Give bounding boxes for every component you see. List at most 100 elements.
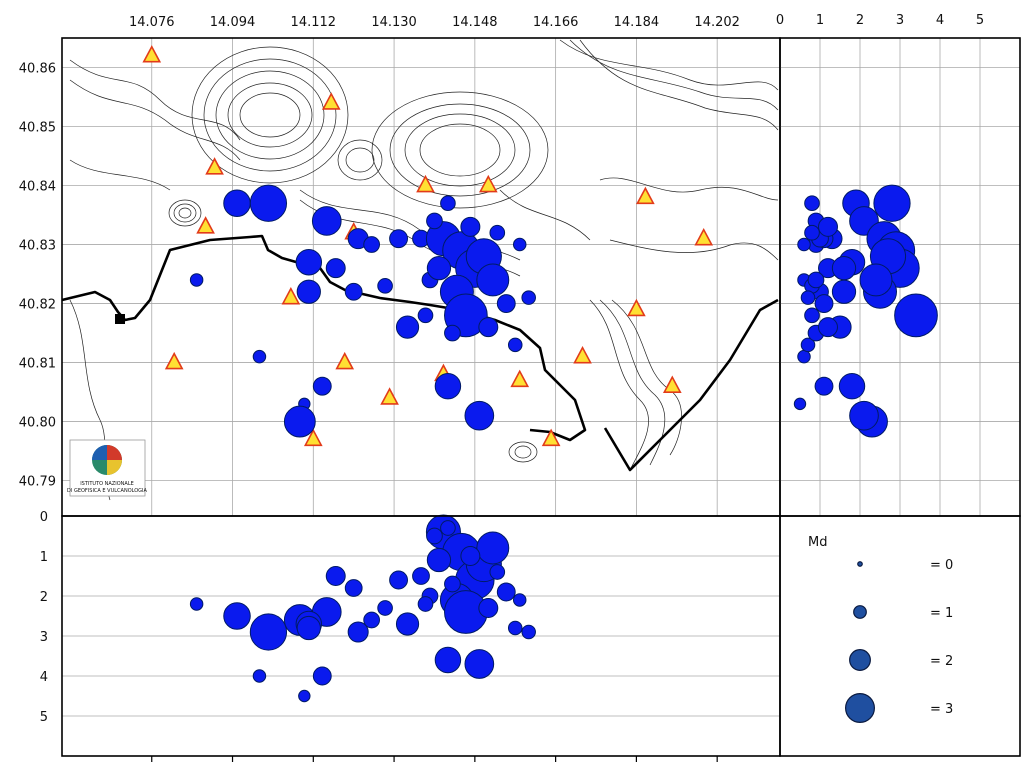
- hypocenter-depth-marker: [252, 669, 267, 683]
- latitude-tick-label: 40.86: [19, 62, 56, 77]
- epicenter-marker: [489, 224, 506, 241]
- epicenter-marker: [389, 229, 409, 249]
- hypocenter-depth-marker: [434, 646, 462, 674]
- hypocenter-depth-marker: [440, 520, 456, 536]
- epicenter-marker: [417, 307, 434, 324]
- hypocenter-depth-marker: [296, 615, 321, 641]
- magnitude-tick-label: 1: [816, 13, 824, 28]
- magnitude-legend: Md = 0 = 1 = 2 = 3: [779, 515, 1021, 757]
- epicenter-marker: [426, 256, 452, 281]
- magnitude-earthquakes: [793, 184, 938, 438]
- hypocenter-depth-marker: [363, 611, 380, 629]
- logo-text-line1: ISTITUTO NAZIONALE: [80, 481, 134, 487]
- longitude-tick-label: 14.112: [291, 15, 337, 30]
- legend-title: Md: [808, 535, 827, 550]
- depth-grid: [62, 555, 780, 717]
- magnitude-marker: [818, 216, 838, 237]
- magnitude-marker: [831, 279, 857, 304]
- magnitude-marker: [800, 337, 816, 353]
- hypocenter-depth-marker: [512, 593, 527, 607]
- depth-bottom-ticks: [151, 756, 718, 762]
- station-marker: [510, 369, 530, 388]
- station-marker: [478, 174, 498, 193]
- hypocenter-depth-marker: [249, 613, 288, 651]
- legend-frame: [779, 515, 1021, 757]
- magnitude-marker: [797, 237, 811, 252]
- depth-tick-label: 5: [40, 710, 48, 725]
- legend-item-label: = 3: [930, 702, 953, 717]
- legend-size-marker: [844, 692, 875, 723]
- hypocenter-depth-marker: [426, 527, 443, 545]
- hypocenter-depth-marker: [489, 564, 506, 580]
- map-earthquakes: [189, 184, 536, 438]
- station-marker: [694, 227, 714, 246]
- magnitude-marker: [793, 397, 807, 411]
- longitude-tick-label: 14.130: [371, 15, 417, 30]
- depth-tick-label: 3: [40, 630, 48, 645]
- depth-tick-label: 1: [40, 550, 48, 565]
- magnitude-marker: [849, 400, 879, 431]
- epicenter-marker: [295, 249, 323, 276]
- magnitude-tick-label: 2: [856, 13, 864, 28]
- depth-tick-label: 4: [40, 670, 48, 685]
- ingv-globe-logo-icon: [92, 445, 122, 475]
- magnitude-marker: [804, 195, 820, 212]
- station-marker: [142, 45, 162, 63]
- hypocenter-depth-marker: [377, 600, 393, 616]
- hypocenter-depth-marker: [312, 666, 332, 686]
- station-marker: [380, 387, 399, 405]
- ingv-logo: ISTITUTO NAZIONALE DI GEOFISICA E VULCAN…: [67, 439, 148, 497]
- station-marker: [636, 186, 655, 205]
- epicenter-marker: [249, 184, 288, 222]
- legend-size-marker: [857, 561, 863, 567]
- hypocenter-depth-marker: [298, 689, 311, 703]
- station-marker: [205, 157, 224, 175]
- latitude-tick-label: 40.79: [19, 475, 56, 490]
- depth-earthquakes: [189, 514, 536, 703]
- epicenter-marker: [363, 236, 380, 253]
- epicenter-marker: [189, 273, 204, 287]
- magnitude-marker: [800, 290, 816, 305]
- epicenter-marker: [434, 372, 462, 400]
- depth-tick-label: 2: [40, 590, 48, 605]
- epicenter-marker: [521, 290, 536, 305]
- epicenter-marker: [507, 337, 523, 353]
- hypocenter-depth-marker: [412, 567, 430, 585]
- hypocenter-depth-marker: [460, 546, 481, 566]
- latitude-tick-labels: 40.86 40.85 40.84 40.83 40.82 40.81 40.80 40.79: [19, 62, 56, 490]
- depth-section-panel: 0 1 2 3 4 5: [40, 510, 781, 762]
- map-background: [62, 38, 780, 516]
- longitude-tick-label: 14.184: [614, 15, 660, 30]
- epicenter-marker: [344, 282, 363, 301]
- longitude-tick-label: 14.076: [129, 15, 175, 30]
- magnitude-tick-label: 0: [776, 13, 784, 28]
- hypocenter-depth-marker: [507, 620, 523, 636]
- hypocenter-depth-marker: [464, 649, 495, 679]
- magnitude-marker: [814, 294, 834, 313]
- magnitude-tick-labels: 0 1 2 3 4 5: [776, 13, 984, 28]
- magnitude-marker: [831, 256, 857, 281]
- station-marker: [164, 351, 184, 370]
- station-marker: [321, 92, 341, 110]
- hypocenter-depth-marker: [389, 570, 409, 590]
- epicenter-marker: [283, 405, 316, 438]
- epicenter-marker: [395, 315, 420, 339]
- harbor-marker: [115, 314, 125, 324]
- longitude-tick-label: 14.202: [694, 15, 740, 30]
- station-marker: [573, 345, 592, 364]
- legend-size-marker: [849, 649, 871, 671]
- station-marker: [541, 428, 561, 447]
- epicenter-marker: [325, 258, 346, 279]
- hypocenter-depth-marker: [521, 624, 536, 640]
- latitude-tick-label: 40.84: [19, 180, 56, 195]
- magnitude-marker: [804, 224, 820, 241]
- magnitude-marker: [818, 317, 838, 338]
- epicenter-marker: [311, 206, 342, 236]
- hypocenter-depth-marker: [496, 582, 516, 602]
- epicenter-marker: [478, 317, 499, 338]
- epicenter-map-panel: ISTITUTO NAZIONALE DI GEOFISICA E VULCAN…: [19, 15, 781, 517]
- epicenter-marker: [426, 212, 443, 230]
- latitude-tick-label: 40.81: [19, 357, 56, 372]
